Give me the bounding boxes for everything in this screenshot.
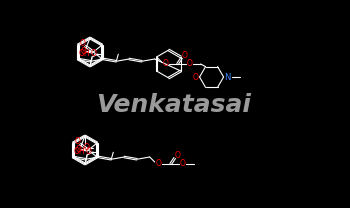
Text: O: O xyxy=(84,144,90,152)
Text: O: O xyxy=(163,59,168,68)
Text: O: O xyxy=(175,151,181,160)
Text: O: O xyxy=(74,136,80,146)
Text: Venkatasai: Venkatasai xyxy=(97,93,252,117)
Text: O: O xyxy=(75,146,81,155)
Text: O: O xyxy=(86,147,92,156)
Text: O: O xyxy=(79,38,85,47)
Text: O: O xyxy=(180,160,186,168)
Text: O: O xyxy=(187,59,193,68)
Text: O: O xyxy=(182,51,188,59)
Text: OH: OH xyxy=(78,50,90,58)
Text: O: O xyxy=(193,73,198,82)
Text: O: O xyxy=(91,50,97,58)
Text: O: O xyxy=(80,47,86,57)
Text: O: O xyxy=(156,160,162,168)
Text: N: N xyxy=(224,73,231,82)
Text: OH: OH xyxy=(73,147,85,156)
